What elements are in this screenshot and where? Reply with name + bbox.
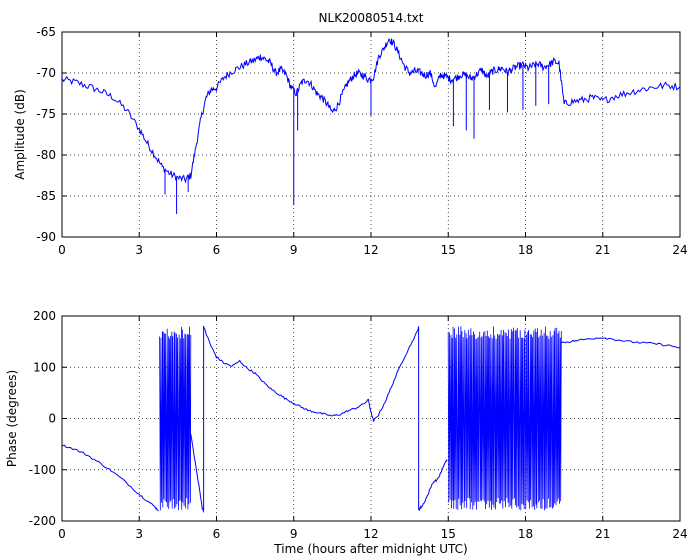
amplitude-x-tick-label: 9: [290, 243, 298, 257]
phase-series: [62, 325, 680, 514]
phase-y-tick-label: -100: [29, 463, 56, 477]
amplitude-x-tick-label: 24: [672, 243, 687, 257]
phase-y-tick-label: 100: [33, 360, 56, 374]
phase-wrap-region: [159, 326, 192, 511]
phase-x-tick-label: 6: [213, 527, 221, 541]
phase-line-segment: [561, 337, 680, 349]
amplitude-x-tick-label: 3: [135, 243, 143, 257]
phase-x-tick-label: 0: [58, 527, 66, 541]
phase-x-tick-label: 15: [441, 527, 456, 541]
phase-y-tick-label: 0: [48, 412, 56, 426]
phase-line-segment: [418, 459, 448, 511]
amplitude-line: [62, 38, 680, 184]
phase-y-tick-label: 200: [33, 309, 56, 323]
amplitude-y-tick-label: -75: [36, 107, 56, 121]
phase-x-tick-label: 12: [363, 527, 378, 541]
amplitude-x-tick-label: 12: [363, 243, 378, 257]
phase-line-segment: [190, 433, 205, 514]
y-axis-label-phase: Phase (degrees): [5, 370, 19, 467]
amplitude-y-tick-label: -65: [36, 25, 56, 39]
amplitude-x-tick-label: 18: [518, 243, 533, 257]
phase-x-tick-label: 3: [135, 527, 143, 541]
amplitude-x-tick-label: 15: [441, 243, 456, 257]
amplitude-series: [62, 38, 680, 215]
amplitude-x-tick-label: 0: [58, 243, 66, 257]
amplitude-x-tick-label: 6: [213, 243, 221, 257]
amplitude-axes-frame: [61, 31, 681, 238]
amplitude-y-tick-label: -70: [36, 66, 56, 80]
phase-line-segment: [203, 325, 420, 422]
phase-plot: 0 3 6 9 12 15 18 21 24 -200 -100 0 100 200: [29, 309, 688, 541]
amplitude-y-tick-label: -80: [36, 148, 56, 162]
phase-y-tick-label: -200: [29, 514, 56, 528]
phase-x-tick-label: 21: [595, 527, 610, 541]
chart-title: NLK20080514.txt: [319, 11, 424, 25]
amplitude-y-tick-label: -85: [36, 189, 56, 203]
amplitude-plot: 0 3 6 9 12 15 18 21 24 -90 -85 -80 -75 -70 -65: [36, 25, 687, 257]
phase-x-tick-label: 24: [672, 527, 687, 541]
x-axis-label-time: Time (hours after midnight UTC): [273, 542, 467, 556]
phase-x-tick-label: 18: [518, 527, 533, 541]
y-axis-label-amplitude: Amplitude (dB): [13, 89, 27, 180]
amplitude-y-tick-label: -90: [36, 230, 56, 244]
phase-x-tick-label: 9: [290, 527, 298, 541]
amplitude-x-tick-label: 21: [595, 243, 610, 257]
phase-line-segment: [62, 444, 159, 512]
phase-wrap-region: [447, 326, 562, 511]
